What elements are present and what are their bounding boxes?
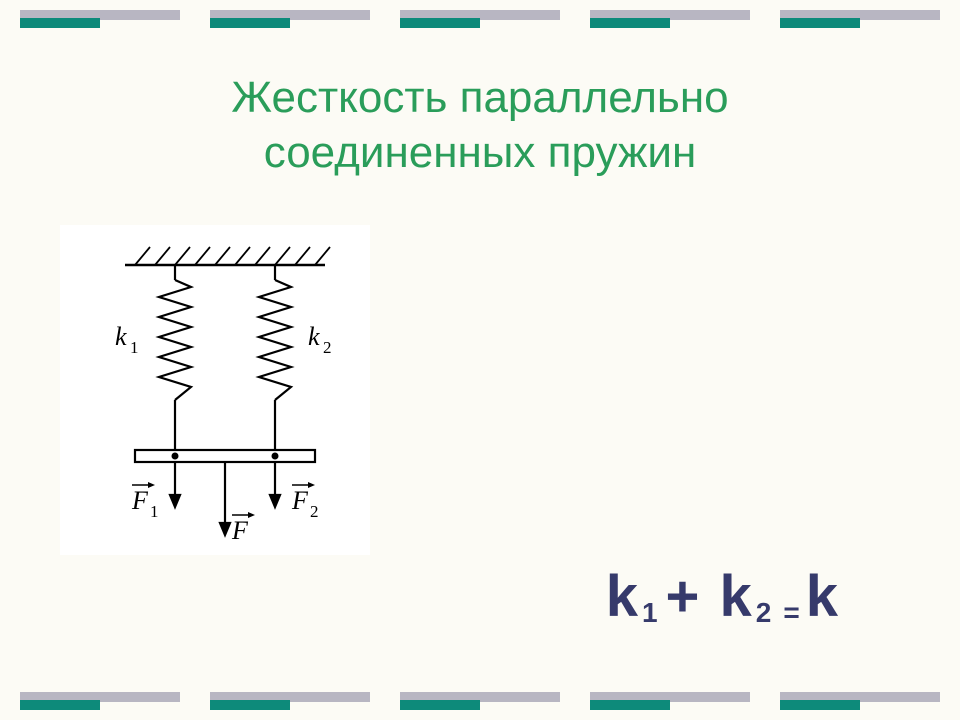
bar-segment [20, 10, 180, 28]
bar-segment [210, 692, 370, 710]
svg-text:k: k [115, 322, 127, 351]
bar-segment [780, 10, 940, 28]
formula-eq: = [779, 597, 805, 628]
formula-k: k [806, 564, 840, 629]
bar-segment [400, 692, 560, 710]
svg-text:k: k [308, 322, 320, 351]
title-line2: соединенных пружин [264, 128, 697, 177]
svg-text:F: F [291, 486, 309, 515]
svg-text:F: F [231, 516, 249, 545]
svg-text:1: 1 [130, 338, 139, 357]
svg-text:2: 2 [323, 338, 332, 357]
svg-text:2: 2 [310, 502, 319, 521]
formula: k1+ k2=k [606, 563, 840, 630]
diagram-svg: k 1 k 2 F 1 F 2 F [60, 225, 370, 555]
svg-text:1: 1 [150, 502, 159, 521]
svg-text:F: F [131, 486, 149, 515]
bar-segment [590, 692, 750, 710]
bar-segment [590, 10, 750, 28]
formula-plus: + [666, 564, 702, 629]
formula-sub2: 2 [754, 597, 780, 628]
spring-diagram: k 1 k 2 F 1 F 2 F [60, 225, 370, 555]
formula-k1: k [606, 564, 640, 629]
decorative-bar-bottom [20, 692, 940, 710]
decorative-bar-top [20, 10, 940, 28]
bar-segment [400, 10, 560, 28]
bar-segment [20, 692, 180, 710]
title-line1: Жесткость параллельно [231, 73, 728, 122]
bar-segment [210, 10, 370, 28]
formula-k2: k [720, 564, 754, 629]
formula-sub1: 1 [640, 597, 666, 628]
bar-segment [780, 692, 940, 710]
slide-title: Жесткость параллельно соединенных пружин [0, 70, 960, 180]
